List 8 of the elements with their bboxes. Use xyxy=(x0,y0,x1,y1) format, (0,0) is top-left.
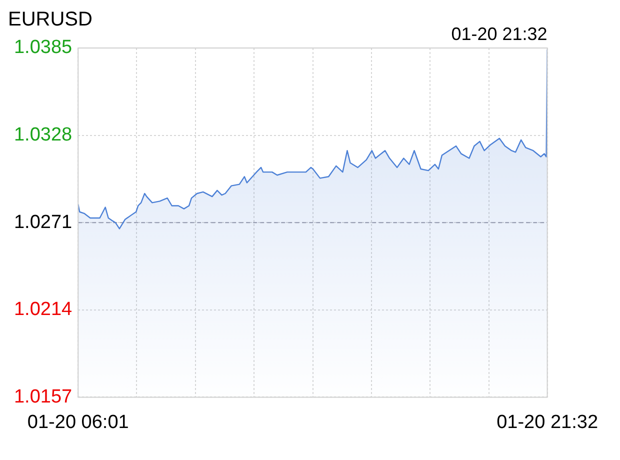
y-tick-label: 1.0157 xyxy=(14,386,72,408)
y-tick-label: 1.0271 xyxy=(14,212,72,233)
x-tick-label: 01-20 06:01 xyxy=(27,412,129,433)
chart-title: EURUSD xyxy=(8,8,92,31)
text: 01-20 21:32 xyxy=(451,24,548,44)
y-tick-label: 1.0214 xyxy=(14,299,73,320)
y-tick-label: 1.0328 xyxy=(14,124,72,146)
y-tick-label: 1.0385 xyxy=(14,37,72,58)
